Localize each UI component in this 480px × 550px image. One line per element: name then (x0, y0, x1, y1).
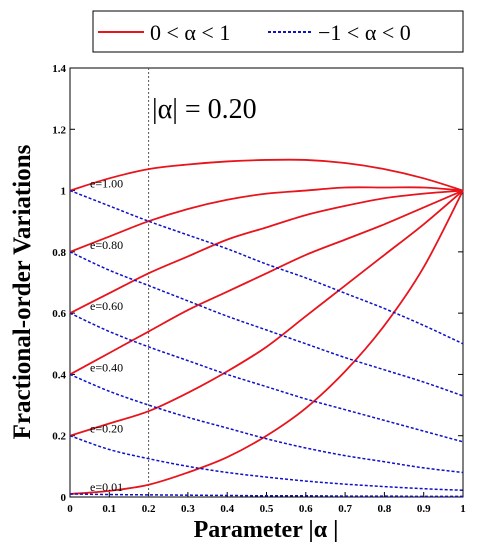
x-axis: 0 0.1 0.2 0.3 0.4 0.5 0.6 0.7 0.8 0.9 1 (67, 492, 466, 515)
positive-alpha-curve-e0_2 (69, 189, 464, 437)
negative-alpha-curve-e0_6 (69, 312, 464, 443)
y-tick-label: 1 (61, 186, 67, 198)
x-tick-label: 0.8 (378, 503, 392, 515)
curve-labels: e=1.00 e=0.80 e=0.60 e=0.40 e=0.20 e=0.01 (90, 177, 123, 494)
x-tick-label: 0.5 (260, 503, 274, 515)
y-tick-label: 0.4 (52, 369, 66, 381)
positive-alpha-curve-e0_6 (69, 189, 464, 314)
y-tick-label: 1.2 (52, 124, 66, 136)
curve-e-label: e=0.60 (90, 299, 123, 313)
positive-alpha-curve-e1 (69, 158, 464, 192)
y-axis-label: Fractional-order Variations (9, 144, 36, 439)
x-axis-label: Parameter |α | (194, 517, 339, 543)
curve-e-label: e=0.40 (90, 360, 123, 374)
x-tick-label: 0.3 (181, 503, 195, 515)
alpha-annotation: |α| = 0.20 (152, 94, 257, 125)
negative-alpha-curve-e0_4 (69, 373, 464, 474)
x-tick-label: 0 (67, 503, 73, 515)
legend-label-negative: −1 < α < 0 (318, 20, 411, 45)
y-tick-label: 1.4 (52, 63, 66, 75)
curve-e-label: e=0.01 (90, 480, 123, 494)
x-tick-label: 0.9 (417, 503, 431, 515)
negative-alpha-curve-e0_8 (69, 251, 464, 397)
x-tick-label: 0.1 (102, 503, 116, 515)
curves (69, 158, 464, 498)
y-axis: 0 0.2 0.4 0.6 0.8 1 1.2 1.4 (52, 63, 463, 504)
legend-label-positive: 0 < α < 1 (150, 20, 230, 45)
y-tick-label: 0.8 (52, 247, 66, 259)
positive-alpha-curve-e0_01 (69, 190, 464, 495)
negative-alpha-curve-e1 (69, 189, 464, 345)
positive-alpha-curve-e0_8 (69, 186, 464, 253)
x-tick-label: 0.2 (142, 503, 156, 515)
negative-alpha-curve-e0_2 (69, 435, 464, 492)
x-tick-label: 0.7 (338, 503, 352, 515)
curve-e-label: e=0.20 (90, 422, 123, 436)
x-tick-label: 0.4 (220, 503, 234, 515)
negative-alpha-curve-e0_01 (69, 493, 464, 498)
positive-alpha-curve-e0_4 (69, 189, 464, 376)
y-tick-label: 0.2 (52, 431, 66, 443)
x-tick-label: 0.6 (299, 503, 313, 515)
curve-e-label: e=1.00 (90, 177, 123, 191)
legend: 0 < α < 1 −1 < α < 0 (92, 10, 464, 53)
x-tick-label: 1 (460, 503, 466, 515)
y-tick-label: 0.6 (52, 308, 66, 320)
y-tick-label: 0 (61, 492, 67, 504)
curve-e-label: e=0.80 (90, 238, 123, 252)
